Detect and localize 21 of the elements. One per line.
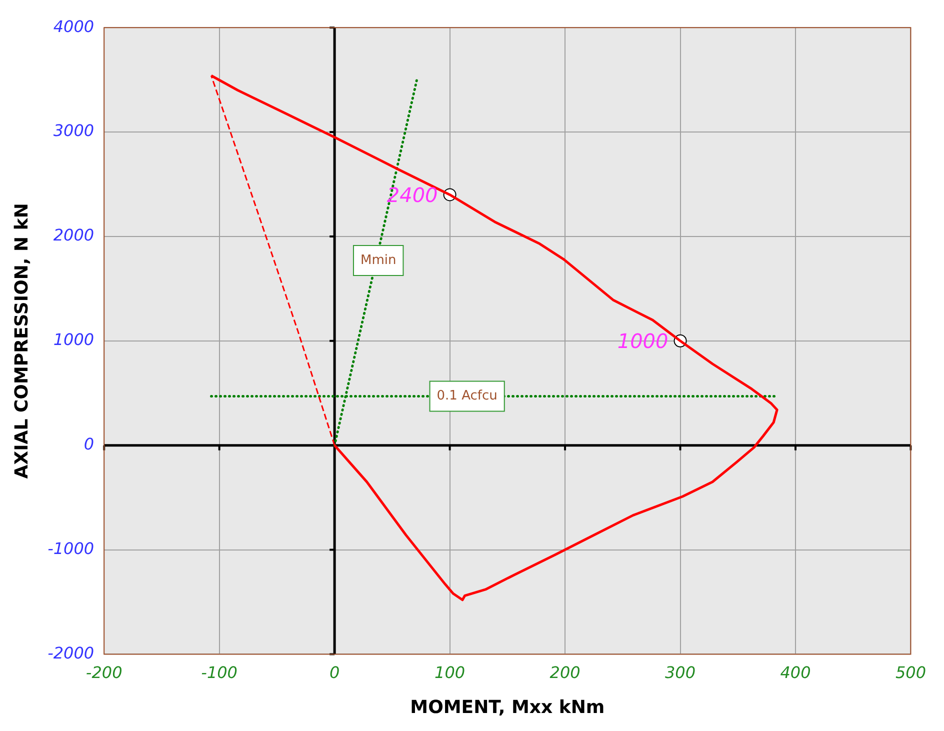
x-tick-label: -200 <box>86 662 122 682</box>
x-tick-label: 500 <box>895 662 926 682</box>
x-tick-label: -100 <box>201 662 238 682</box>
y-tick-label: -2000 <box>48 643 94 662</box>
x-tick-label: 100 <box>434 662 466 682</box>
x-axis-title: MOMENT, Mxx kNm <box>410 696 605 718</box>
y-tick-label: 3000 <box>53 121 94 140</box>
x-tick-label: 0 <box>329 662 340 682</box>
annotation: 0.1 Acfcu <box>436 388 498 404</box>
data-label: 1000 <box>617 329 668 354</box>
y-tick-label: 0 <box>84 434 94 454</box>
y-tick-label: -1000 <box>48 538 94 558</box>
y-axis-title: AXIAL COMPRESSION, N kN <box>11 203 32 479</box>
x-tick-label: 200 <box>550 662 580 682</box>
y-tick-label: 4000 <box>53 16 94 36</box>
x-tick-label: 400 <box>780 662 811 682</box>
y-tick-label: 1000 <box>53 330 94 350</box>
y-tick-label: 2000 <box>53 226 94 245</box>
x-tick-label: 300 <box>664 662 696 682</box>
data-label: 2400 <box>386 182 438 207</box>
annotation: Mmin <box>360 252 396 268</box>
